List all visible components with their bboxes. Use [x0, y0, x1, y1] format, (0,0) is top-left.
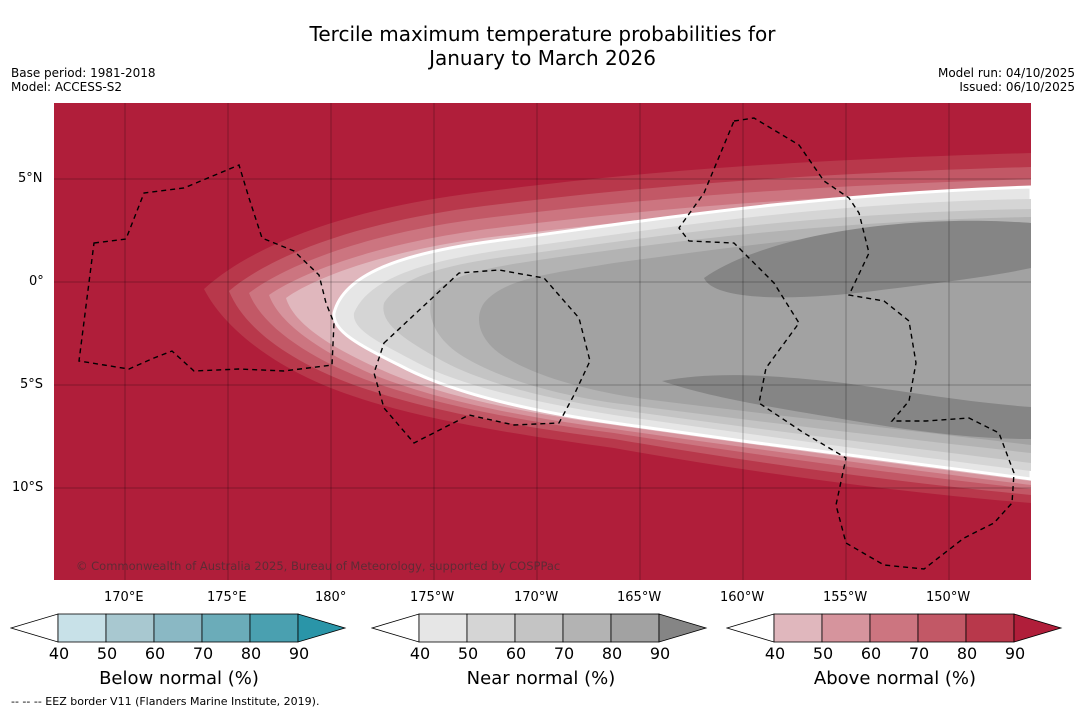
lon-tick-150w: 150°W: [926, 590, 971, 605]
cb-near-tick-40: 40: [409, 644, 431, 663]
lat-tick-5n: 5°N: [18, 171, 43, 186]
cb-above-swatch-2: [869, 613, 919, 643]
lon-tick-170w: 170°W: [514, 590, 559, 605]
colorbar-near-label: Near normal (%): [466, 668, 616, 689]
cb-above-swatch-4: [965, 613, 1015, 643]
issued-date: Issued: 06/10/2025: [959, 80, 1075, 94]
lon-tick-175w: 175°W: [410, 590, 455, 605]
cb-near-under-triangle: [371, 613, 420, 643]
probability-map: © Commonwealth of Australia 2025, Bureau…: [54, 103, 1031, 580]
cb-near-tick-90: 90: [649, 644, 671, 663]
cb-below-swatch-3: [201, 613, 251, 643]
lon-tick-160w: 160°W: [720, 590, 765, 605]
cb-near-swatch-4: [610, 613, 660, 643]
model-run: Model run: 04/10/2025: [937, 66, 1075, 80]
cb-above-tick-40: 40: [764, 644, 786, 663]
cb-above-swatch-0: [773, 613, 823, 643]
cb-below-tick-50: 50: [96, 644, 118, 663]
cb-above-over-triangle: [1013, 613, 1063, 643]
cb-near-swatch-1: [466, 613, 516, 643]
colorbar-near-normal: [371, 613, 708, 643]
graticule: [54, 103, 1031, 580]
cb-above-swatch-3: [917, 613, 967, 643]
cb-below-tick-40: 40: [48, 644, 70, 663]
colorbar-above-normal: [726, 613, 1063, 643]
cb-below-tick-70: 70: [192, 644, 214, 663]
colorbar-above-label: Above normal (%): [813, 668, 977, 689]
cb-below-over-triangle: [297, 613, 347, 643]
lon-tick-170e: 170°E: [104, 590, 144, 605]
lat-tick-5s: 5°S: [20, 377, 44, 392]
colorbar-below-swatches: [10, 613, 347, 643]
cb-below-swatch-0: [57, 613, 107, 643]
lon-tick-165w: 165°W: [617, 590, 662, 605]
lon-tick-155w: 155°W: [823, 590, 868, 605]
cb-near-swatch-3: [562, 613, 612, 643]
cb-below-tick-90: 90: [288, 644, 310, 663]
colorbar-below-label: Below normal (%): [99, 668, 259, 689]
cb-above-under-triangle: [726, 613, 775, 643]
lon-tick-180: 180°: [315, 590, 347, 605]
cb-near-swatch-2: [514, 613, 564, 643]
chart-title-line2: January to March 2026: [429, 46, 656, 70]
cb-above-tick-60: 60: [860, 644, 882, 663]
cb-near-tick-70: 70: [553, 644, 575, 663]
cb-below-tick-60: 60: [144, 644, 166, 663]
model-name: Model: ACCESS-S2: [11, 80, 123, 94]
eez-borders: [78, 117, 1015, 570]
colorbar-above-swatches: [726, 613, 1063, 643]
colorbar-near-swatches: [371, 613, 708, 643]
chart-title-line1: Tercile maximum temperature probabilitie…: [309, 22, 776, 46]
cb-near-tick-50: 50: [457, 644, 479, 663]
cb-below-swatch-1: [105, 613, 155, 643]
eez-border-legend: -- -- -- EEZ border V11 (Flanders Marine…: [11, 695, 320, 708]
near-band-90-north: [704, 220, 1031, 298]
lat-tick-0: 0°: [29, 274, 44, 289]
cb-above-tick-80: 80: [956, 644, 978, 663]
cb-near-swatch-0: [418, 613, 468, 643]
cb-below-tick-80: 80: [240, 644, 262, 663]
colorbar-below-normal: [10, 613, 347, 643]
base-period: Base period: 1981-2018: [11, 66, 156, 80]
lon-tick-175e: 175°E: [207, 590, 247, 605]
cb-above-tick-50: 50: [812, 644, 834, 663]
cb-near-over-triangle: [658, 613, 708, 643]
cb-above-swatch-1: [821, 613, 871, 643]
cb-below-swatch-2: [153, 613, 203, 643]
lat-tick-10s: 10°S: [12, 480, 44, 495]
cb-near-tick-80: 80: [601, 644, 623, 663]
copyright-notice: © Commonwealth of Australia 2025, Bureau…: [76, 559, 560, 573]
cb-below-under-triangle: [10, 613, 59, 643]
near-band-90-south: [662, 375, 1031, 439]
cb-above-tick-90: 90: [1004, 644, 1026, 663]
cb-near-tick-60: 60: [505, 644, 527, 663]
cb-below-swatch-4: [249, 613, 299, 643]
cb-above-tick-70: 70: [908, 644, 930, 663]
